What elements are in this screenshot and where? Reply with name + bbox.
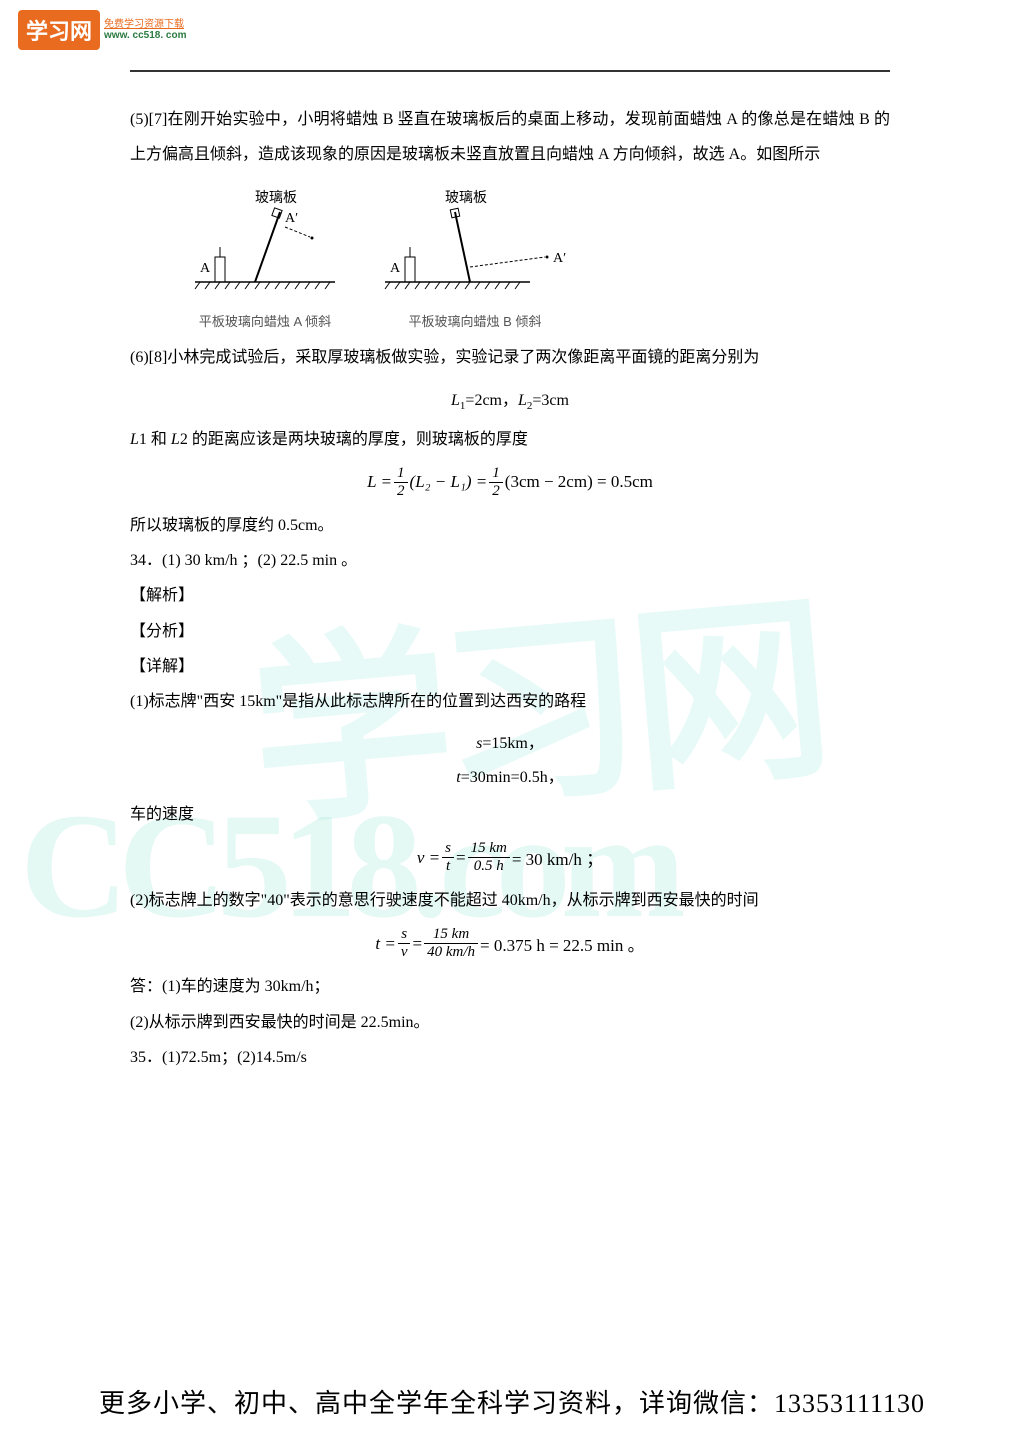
diagram-a-svg: 玻璃板 A A′ (185, 187, 345, 307)
diagram-row: 玻璃板 A A′ 平板玻璃 (185, 187, 890, 330)
site-logo: 学习网 免费学习资源下载 www. cc518. com (18, 10, 186, 50)
svg-text:A′: A′ (285, 211, 298, 226)
svg-text:A: A (390, 261, 401, 276)
diagram-a: 玻璃板 A A′ 平板玻璃 (185, 187, 345, 330)
eq-s: s=15km， (130, 729, 890, 753)
diagram-b-svg: 玻璃板 A A′ (375, 187, 575, 307)
logo-main: 学习网 (18, 10, 100, 50)
paragraph-4: 所以玻璃板的厚度约 0.5cm。 (130, 508, 890, 543)
page-content: (5)[7]在刚开始实验中，小明将蜡烛 B 竖直在玻璃板后的桌面上移动，发现前面… (130, 70, 890, 1075)
paragraph-10: 车的速度 (130, 797, 890, 832)
diagram-b-caption: 平板玻璃向蜡烛 B 倾斜 (409, 311, 542, 330)
svg-text:玻璃板: 玻璃板 (255, 189, 297, 206)
paragraph-3: L1 和 L2 的距离应该是两块玻璃的厚度，则玻璃板的厚度 (130, 422, 890, 457)
svg-text:A′: A′ (553, 251, 566, 266)
logo-sub: 免费学习资源下载 (104, 19, 186, 30)
paragraph-7: 【分析】 (130, 614, 890, 649)
svg-text:A: A (200, 261, 211, 276)
paragraph-9: (1)标志牌"西安 15km"是指从此标志牌所在的位置到达西安的路程 (130, 684, 890, 719)
paragraph-2: (6)[8]小林完成试验后，采取厚玻璃板做实验，实验记录了两次像距离平面镜的距离… (130, 340, 890, 375)
page-footer: 更多小学、初中、高中全学年全科学习资料，详询微信：13353111130 (0, 1383, 1024, 1420)
paragraph-12: 答：(1)车的速度为 30km/h； (130, 969, 890, 1004)
paragraph-14: 35．(1)72.5m；(2)14.5m/s (130, 1040, 890, 1075)
paragraph-11: (2)标志牌上的数字"40"表示的意思行驶速度不能超过 40km/h，从标示牌到… (130, 883, 890, 918)
eq-velocity: v = st = 15 km0.5 h = 30 km/h ； (130, 840, 890, 875)
eq-time: t = sv = 15 km40 km/h = 0.375 h = 22.5 m… (130, 926, 890, 961)
paragraph-13: (2)从标示牌到西安最快的时间是 22.5min。 (130, 1005, 890, 1040)
diagram-a-caption: 平板玻璃向蜡烛 A 倾斜 (199, 311, 331, 330)
svg-text:玻璃板: 玻璃板 (445, 189, 487, 206)
eq-t: t=30min=0.5h， (130, 763, 890, 787)
logo-url: www. cc518. com (104, 30, 186, 41)
eq-thickness: L = 12 (L₂ − L₁) = 12 (3cm − 2cm) = 0.5c… (130, 465, 890, 500)
eq-L1L2: L1=2cm，L2=3cm (130, 386, 890, 412)
diagram-b: 玻璃板 A A′ 平板玻璃 (375, 187, 575, 330)
paragraph-6: 【解析】 (130, 578, 890, 613)
paragraph-1: (5)[7]在刚开始实验中，小明将蜡烛 B 竖直在玻璃板后的桌面上移动，发现前面… (130, 102, 890, 172)
logo-text: 免费学习资源下载 www. cc518. com (104, 19, 186, 41)
paragraph-5: 34．(1) 30 km/h ；(2) 22.5 min 。 (130, 543, 890, 578)
paragraph-8: 【详解】 (130, 649, 890, 684)
